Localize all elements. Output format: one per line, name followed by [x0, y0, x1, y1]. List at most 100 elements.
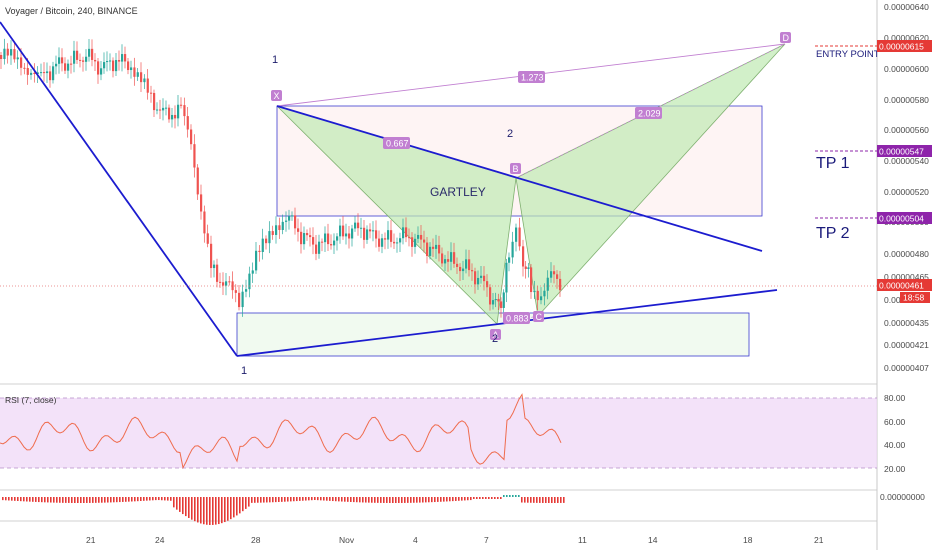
macd-bar	[239, 497, 241, 514]
macd-bar	[230, 497, 232, 520]
macd-bar	[395, 497, 397, 503]
candle-body	[330, 244, 333, 246]
macd-bar	[17, 497, 19, 502]
ratio-xb-label: 0.667	[383, 137, 410, 149]
candle-body	[384, 238, 387, 240]
macd-bar	[311, 497, 313, 501]
candle-body	[103, 62, 106, 69]
macd-bar	[50, 497, 52, 503]
macd-bar	[119, 497, 121, 503]
candle-body	[271, 231, 274, 235]
candle-body	[357, 222, 360, 229]
candle-body	[130, 67, 133, 71]
candle-body	[278, 225, 281, 230]
macd-bar	[305, 497, 307, 501]
macd-bar	[227, 497, 229, 521]
macd-axis-label: 0.00000000	[880, 492, 925, 502]
price-tick-label: 0.00000480	[884, 249, 929, 259]
macd-bar	[533, 497, 535, 503]
macd-bar	[302, 497, 304, 501]
macd-bar	[26, 497, 28, 502]
countdown-badge: 18:58	[900, 292, 930, 303]
candle-body	[306, 233, 309, 236]
macd-bar	[515, 495, 517, 497]
candle-body	[36, 72, 39, 74]
candle-body	[70, 63, 73, 65]
candle-body	[462, 268, 465, 272]
wave-2-box-label: 2	[507, 128, 513, 140]
point-x-marker: X	[271, 90, 282, 101]
candle-body	[6, 48, 9, 56]
macd-bar	[260, 497, 262, 503]
candle-body	[109, 60, 112, 62]
trendline-resistance	[276, 105, 763, 252]
macd-bar	[455, 497, 457, 501]
candle-body	[85, 56, 88, 62]
date-axis[interactable]: 21 24 28 Nov 4 7 11 14 18 21	[86, 535, 824, 545]
candle-body	[10, 49, 13, 56]
candle-body	[345, 233, 348, 237]
candle-body	[405, 227, 408, 238]
candle-body	[378, 238, 381, 247]
macd-bar	[236, 497, 238, 516]
candle-body	[268, 231, 271, 244]
candle-body	[234, 290, 237, 293]
macd-bar	[488, 497, 490, 499]
macd-histogram	[2, 495, 565, 525]
candle-body	[556, 274, 559, 279]
macd-bar	[11, 497, 13, 501]
macd-bar	[284, 497, 286, 502]
macd-bar	[329, 497, 331, 501]
candle-body	[79, 59, 82, 61]
candle-body	[203, 211, 206, 234]
macd-bar	[95, 497, 97, 503]
candle-body	[115, 60, 118, 72]
ratio-bd-label: 2.029	[635, 107, 662, 119]
candle-body	[245, 289, 248, 292]
macd-bar	[182, 497, 184, 515]
candle-body	[399, 238, 402, 243]
price-tick-label: 0.00000540	[884, 156, 929, 166]
macd-bar	[437, 497, 439, 502]
candle-body	[112, 60, 115, 72]
candle-body	[336, 236, 339, 241]
price-tick-label: 0.00000435	[884, 318, 929, 328]
macd-bar	[107, 497, 109, 503]
macd-bar	[53, 497, 55, 503]
macd-bar	[539, 497, 541, 503]
candle-body	[255, 250, 258, 271]
macd-bar	[341, 497, 343, 502]
candle-body	[186, 116, 189, 130]
price-axis[interactable]: 0.00000640 0.00000620 0.00000600 0.00000580…	[884, 2, 929, 373]
candle-body	[20, 57, 23, 68]
macd-bar	[524, 497, 526, 503]
macd-bar	[548, 497, 550, 503]
candle-body	[527, 267, 530, 269]
candle-body	[222, 282, 225, 286]
candle-body	[219, 281, 222, 283]
macd-bar	[380, 497, 382, 503]
macd-bar	[296, 497, 298, 502]
macd-bar	[77, 497, 79, 503]
macd-bar	[98, 497, 100, 503]
candle-body	[146, 78, 149, 93]
macd-bar	[272, 497, 274, 503]
candle-body	[288, 216, 291, 221]
macd-bar	[74, 497, 76, 503]
tp1-label: TP 1	[816, 155, 850, 172]
macd-bar	[497, 497, 499, 499]
candle-body	[522, 246, 525, 267]
svg-text:1.273: 1.273	[521, 73, 544, 83]
macd-bar	[92, 497, 94, 503]
macd-bar	[275, 497, 277, 503]
macd-bar	[29, 497, 31, 502]
macd-bar	[113, 497, 115, 503]
macd-bar	[419, 497, 421, 503]
ratio-ac-label: 0.883	[503, 312, 530, 324]
macd-bar	[326, 497, 328, 501]
macd-bar	[449, 497, 451, 502]
candle-body	[140, 72, 143, 83]
candle-body	[291, 215, 294, 217]
macd-bar	[266, 497, 268, 503]
